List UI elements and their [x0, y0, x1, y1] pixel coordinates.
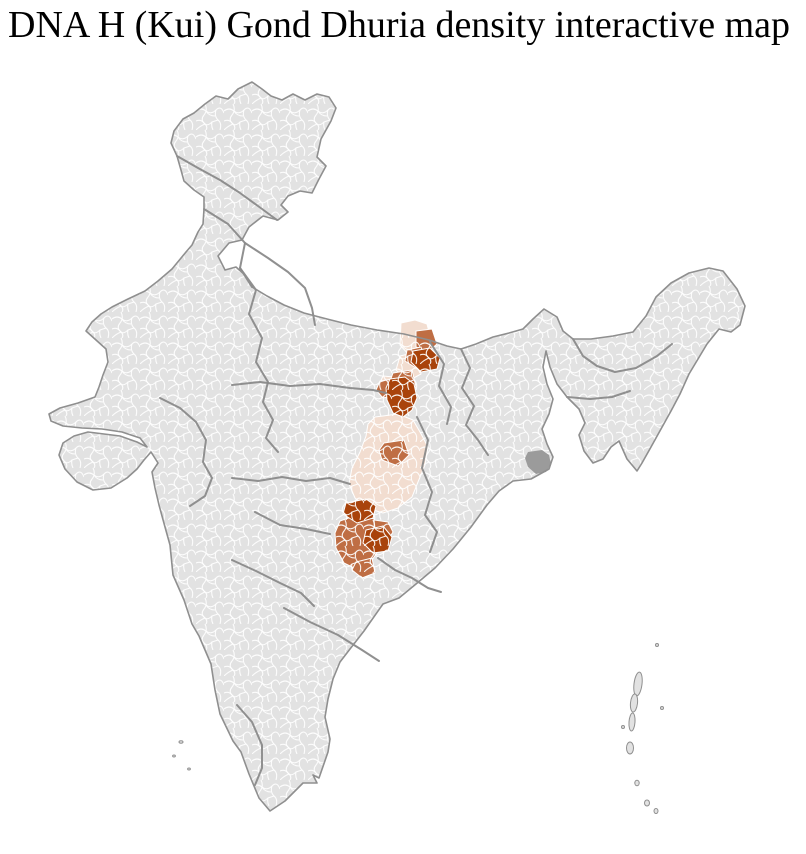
lakshadweep-islands[interactable] — [172, 740, 191, 771]
india-outline — [48, 81, 746, 812]
state-borders — [159, 155, 673, 786]
sundarbans-delta-area — [525, 450, 551, 474]
page-title: DNA H (Kui) Gond Dhuria density interact… — [8, 4, 790, 46]
andaman-nicobar-islands[interactable] — [621, 643, 664, 814]
